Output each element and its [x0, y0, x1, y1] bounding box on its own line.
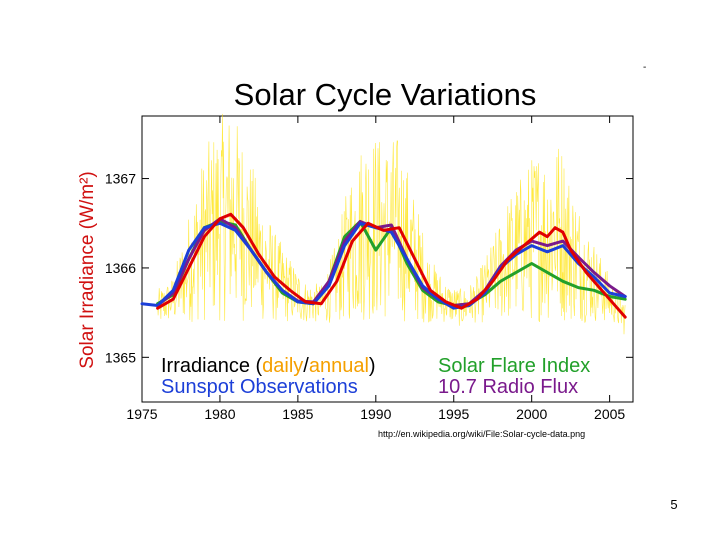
legend-irradiance-suffix: ) [369, 355, 376, 377]
legend-radio: 10.7 Radio Flux [438, 376, 578, 398]
y-tick-label: 1367 [105, 171, 136, 187]
x-tick-label: 1985 [282, 406, 313, 422]
x-tick-label: 1975 [126, 406, 157, 422]
legend-irradiance: Irradiance (daily/annual) [161, 355, 376, 377]
corner-mark: - [643, 62, 647, 73]
y-tick-label: 1365 [105, 349, 136, 365]
series-radio-flux [156, 217, 627, 307]
x-axis-ticks: 1975 1980 1985 1990 1995 2000 2005 [126, 116, 625, 422]
chart-title: Solar Cycle Variations [234, 77, 537, 112]
legend-daily: daily [262, 355, 303, 377]
legend-irradiance-prefix: Irradiance ( [161, 355, 262, 377]
legend-flare: Solar Flare Index [438, 355, 590, 377]
legend-slash: / [303, 355, 309, 377]
page-number: 5 [670, 497, 678, 512]
series-lines [140, 212, 627, 319]
legend-annual: annual [309, 355, 369, 377]
y-tick-label: 1366 [105, 260, 136, 276]
x-tick-label: 1995 [438, 406, 469, 422]
x-tick-label: 2000 [516, 406, 547, 422]
x-tick-label: 2005 [594, 406, 625, 422]
x-tick-label: 1990 [360, 406, 391, 422]
legend-sunspot: Sunspot Observations [161, 376, 358, 398]
source-url: http://en.wikipedia.org/wiki/File:Solar-… [378, 429, 585, 439]
series-irradiance-annual [156, 212, 627, 319]
y-axis-label: Solar Irradiance (W/m²) [77, 171, 98, 368]
x-tick-label: 1980 [204, 406, 235, 422]
y-axis-ticks: 1365 1366 1367 [105, 171, 633, 365]
